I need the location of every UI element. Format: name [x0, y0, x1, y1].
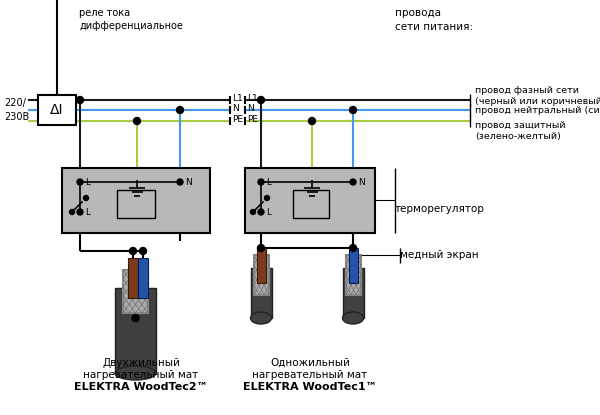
Text: медный экран: медный экран	[400, 250, 479, 260]
Circle shape	[130, 247, 137, 254]
Circle shape	[70, 210, 74, 215]
Circle shape	[132, 315, 139, 322]
Circle shape	[257, 244, 265, 251]
Bar	[245, 168, 375, 233]
Text: ELEKTRA WoodTec2™: ELEKTRA WoodTec2™	[74, 382, 208, 392]
Circle shape	[349, 107, 356, 113]
Text: провод фазный сети
(черный или коричневый): провод фазный сети (черный или коричневы…	[475, 86, 600, 106]
Bar	[128, 258, 138, 298]
Text: ΔI: ΔI	[50, 103, 64, 117]
Ellipse shape	[115, 366, 156, 380]
Circle shape	[139, 247, 146, 254]
Bar	[346, 255, 361, 295]
Circle shape	[77, 209, 83, 215]
Text: N: N	[232, 103, 239, 112]
Text: PE: PE	[232, 115, 243, 124]
Text: провод защитный
(зелено-желтый): провод защитный (зелено-желтый)	[475, 121, 566, 141]
Ellipse shape	[251, 312, 271, 324]
Circle shape	[83, 195, 89, 200]
Bar	[254, 255, 269, 295]
Text: L: L	[85, 208, 90, 217]
Text: N: N	[185, 178, 192, 186]
Text: Двухжильный: Двухжильный	[102, 358, 180, 368]
Bar	[251, 268, 272, 318]
Circle shape	[258, 209, 264, 215]
Bar	[117, 190, 155, 218]
Bar	[38, 95, 76, 125]
Bar	[62, 168, 210, 233]
Text: N: N	[358, 178, 365, 186]
Bar	[257, 248, 266, 283]
Bar	[138, 258, 148, 298]
Text: L: L	[266, 178, 271, 186]
Text: провода
сети питания:: провода сети питания:	[395, 8, 473, 32]
Text: провод нейтральный (синий): провод нейтральный (синий)	[475, 105, 600, 115]
Text: PE: PE	[247, 115, 258, 124]
Circle shape	[77, 179, 83, 185]
Circle shape	[308, 117, 316, 124]
Circle shape	[176, 107, 184, 113]
Text: L: L	[266, 208, 271, 217]
Bar	[349, 248, 358, 283]
Text: нагревательный мат: нагревательный мат	[253, 370, 368, 380]
Text: нагревательный мат: нагревательный мат	[83, 370, 199, 380]
Circle shape	[77, 97, 83, 103]
Circle shape	[350, 179, 356, 185]
Circle shape	[258, 179, 264, 185]
Bar	[115, 288, 156, 373]
Text: терморегулятор: терморегулятор	[395, 203, 485, 213]
Text: N: N	[247, 103, 254, 112]
Text: реле тока
дифференциальное: реле тока дифференциальное	[79, 8, 183, 31]
Circle shape	[349, 244, 356, 251]
Bar	[343, 268, 364, 318]
Circle shape	[251, 210, 256, 215]
Circle shape	[133, 117, 140, 124]
Text: ELEKTRA WoodTec1™: ELEKTRA WoodTec1™	[243, 382, 377, 392]
Circle shape	[265, 195, 269, 200]
Circle shape	[257, 97, 265, 103]
Text: L1: L1	[232, 93, 243, 103]
Text: 220/
230В: 220/ 230В	[4, 98, 29, 122]
Bar	[293, 190, 329, 218]
Ellipse shape	[343, 312, 364, 324]
Text: Одножильный: Одножильный	[270, 358, 350, 368]
Bar	[123, 270, 148, 313]
Text: L1: L1	[247, 93, 258, 103]
Text: L: L	[85, 178, 90, 186]
Circle shape	[177, 179, 183, 185]
